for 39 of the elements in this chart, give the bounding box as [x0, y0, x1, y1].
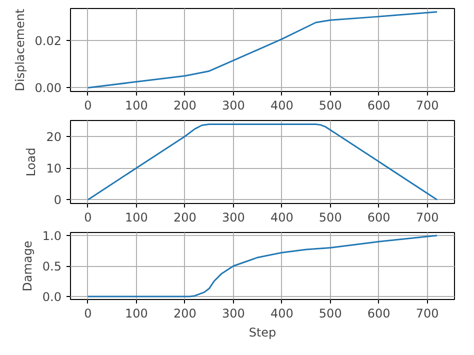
x-tick-label: 500	[318, 306, 342, 320]
y-axis-title: Damage	[20, 240, 34, 292]
x-tick-label: 0	[84, 98, 92, 112]
y-tick-label: 0.02	[34, 34, 62, 48]
x-tick-label: 100	[124, 306, 148, 320]
y-tick-label: 10	[46, 162, 62, 176]
line-series	[87, 234, 438, 298]
x-tick-label: 600	[367, 98, 390, 112]
line-series	[87, 124, 438, 200]
y-tick-label: 0.0	[42, 290, 62, 304]
y-axis-title: Displacement	[12, 8, 27, 92]
x-axis-title: Step	[248, 326, 276, 340]
x-tick-label: 400	[270, 210, 294, 224]
y-tick-label: 0	[54, 193, 62, 208]
y-axis-title: Load	[24, 148, 38, 176]
y-tick-label: 20	[46, 130, 62, 144]
x-tick-label: 700	[416, 306, 439, 320]
x-tick-label: 200	[173, 210, 196, 224]
x-tick-label: 700	[416, 98, 439, 112]
x-tick-label: 600	[367, 306, 390, 320]
x-tick-label: 0	[84, 306, 92, 320]
x-tick-label: 300	[222, 210, 245, 224]
x-tick-label: 300	[222, 306, 245, 320]
x-tick-label: 600	[367, 210, 390, 224]
x-tick-label: 200	[173, 98, 196, 112]
x-tick-label: 500	[318, 98, 342, 112]
x-tick-label: 300	[222, 98, 245, 112]
x-tick-label: 400	[270, 306, 294, 320]
x-tick-label: 400	[270, 98, 294, 112]
x-tick-label: 100	[124, 98, 148, 112]
y-tick-label: 0.00	[34, 81, 62, 96]
x-tick-label: 100	[124, 210, 148, 224]
x-tick-label: 200	[173, 306, 196, 320]
x-tick-label: 700	[416, 210, 439, 224]
x-tick-label: 500	[318, 210, 342, 224]
y-tick-label: 1.0	[42, 229, 62, 244]
x-tick-label: 0	[84, 210, 92, 224]
line-series	[87, 11, 438, 88]
y-tick-label: 0.5	[42, 260, 62, 274]
